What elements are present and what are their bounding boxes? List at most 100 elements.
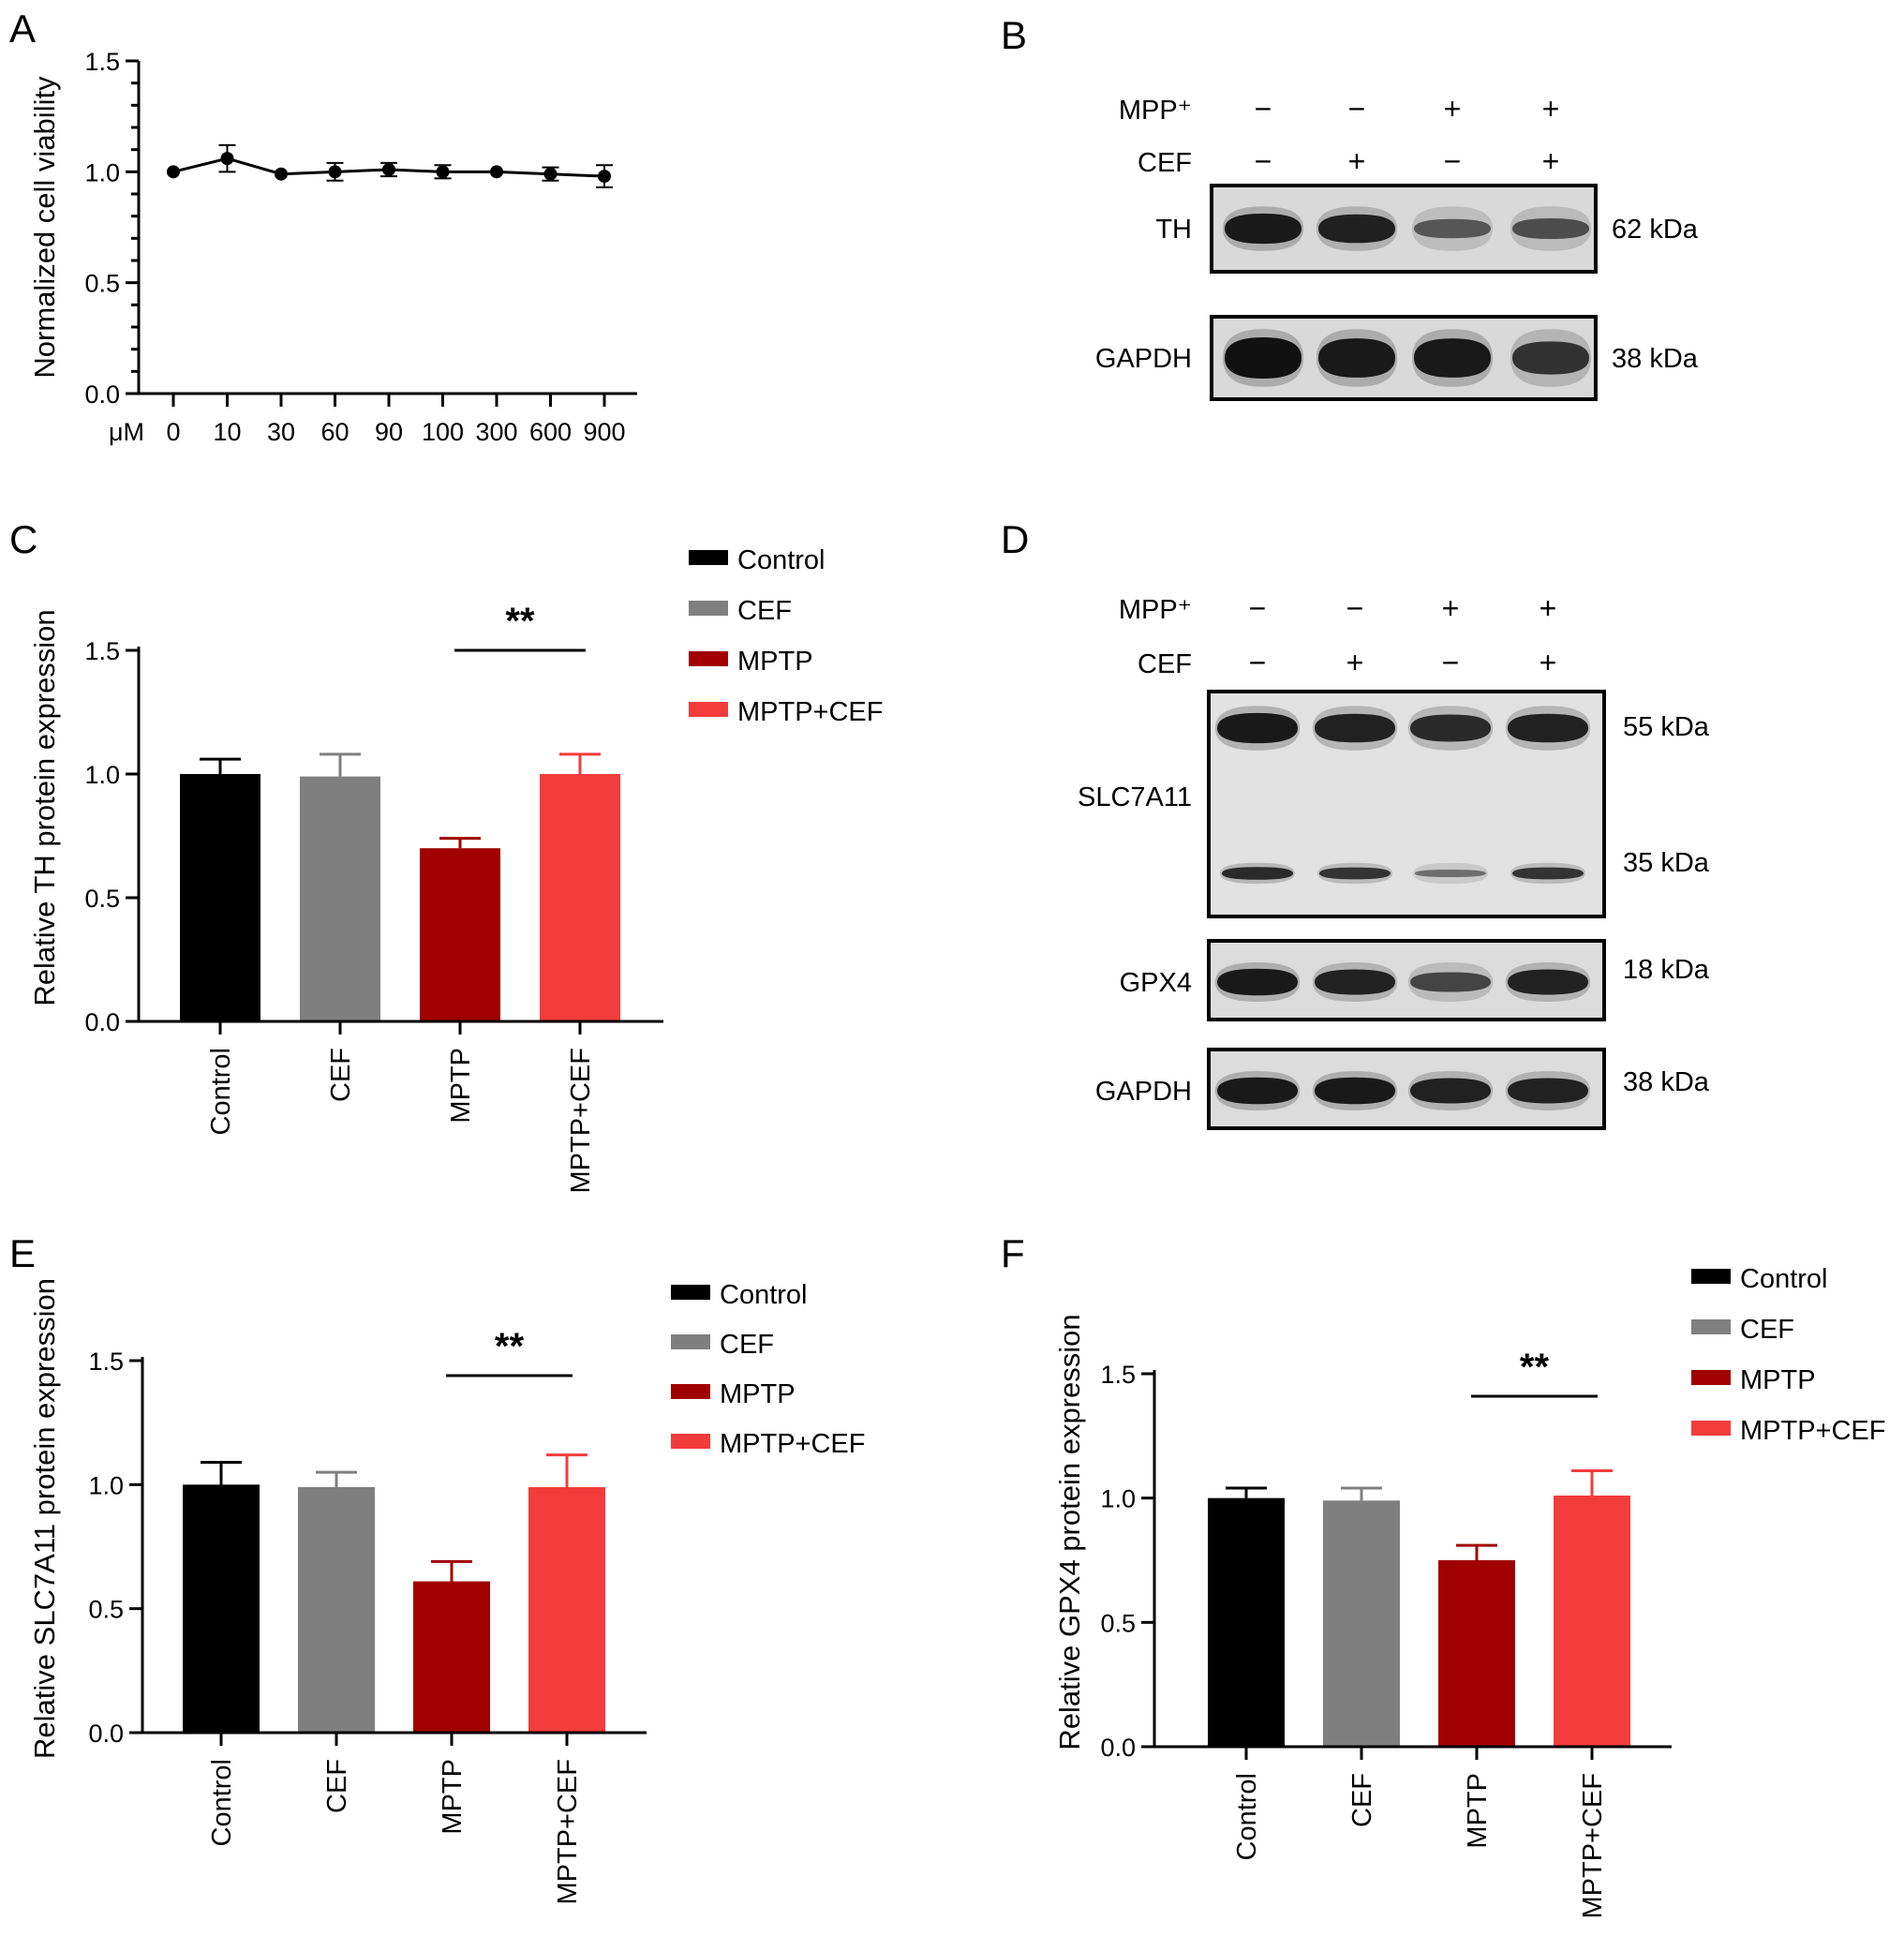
bar-mptp bbox=[420, 848, 500, 1021]
band bbox=[1225, 213, 1302, 245]
band bbox=[1414, 338, 1491, 378]
band bbox=[1410, 1078, 1491, 1104]
bar-cef bbox=[298, 1486, 375, 1733]
x-tick-label: 300 bbox=[475, 418, 517, 446]
band bbox=[1410, 714, 1491, 742]
cef-sign: − bbox=[1442, 646, 1460, 679]
x-tick-label: 90 bbox=[375, 418, 403, 446]
legend-label: MPTP bbox=[737, 647, 813, 677]
panel-letter-b: B bbox=[1001, 13, 1027, 57]
y-tick-label: 0.0 bbox=[1100, 1734, 1136, 1762]
bar-control bbox=[1208, 1497, 1285, 1747]
panel-a-line-chart: 0.0 0.5 1.0 1.5 0 10 30 60 90 100 300 600 900 μM Norma… bbox=[28, 48, 637, 446]
bar-control bbox=[183, 1484, 260, 1733]
legend-swatch bbox=[671, 1334, 710, 1349]
panel-c-bar-chart: 0.0 0.5 1.0 1.5 Control CEF MPTP MPTP+CEF Relati… bbox=[28, 545, 884, 1194]
y-tick-label: 1.5 bbox=[84, 48, 120, 76]
data-point bbox=[543, 167, 558, 181]
data-point bbox=[167, 165, 180, 179]
x-tick-label: 600 bbox=[529, 418, 572, 446]
legend-label: MPTP+CEF bbox=[1740, 1416, 1886, 1446]
band bbox=[1315, 1077, 1395, 1105]
y-tick-label: 1.5 bbox=[88, 1348, 124, 1376]
y-axis-label: Normalized cell viability bbox=[28, 76, 61, 379]
panel-d-western-blot: MPP⁺ CEF − − − + + − + + SLC7A11 55 kDa 35 kDa GPX4 18… bbox=[1078, 591, 1710, 1130]
y-tick-label: 0.0 bbox=[84, 1008, 120, 1036]
band bbox=[1512, 341, 1589, 375]
panel-f-bar-chart: 0.0 0.5 1.0 1.5 Control CEF MPTP MPTP+CEF Relati… bbox=[1053, 1264, 1886, 1919]
kda-label: 55 kDa bbox=[1623, 712, 1710, 742]
data-point bbox=[436, 165, 450, 179]
bar-cef bbox=[1323, 1500, 1400, 1747]
legend-swatch bbox=[671, 1384, 710, 1399]
significance-marker: ** bbox=[1520, 1347, 1550, 1388]
y-tick-label: 0.5 bbox=[88, 1596, 124, 1624]
band bbox=[1222, 867, 1293, 880]
band bbox=[1318, 214, 1395, 244]
bar-mptp-cef bbox=[540, 774, 620, 1021]
y-tick-label: 0.0 bbox=[88, 1720, 124, 1748]
bar-mptp bbox=[1438, 1560, 1515, 1747]
x-tick-label: Control bbox=[206, 1048, 236, 1136]
kda-label: 38 kDa bbox=[1612, 344, 1699, 374]
y-axis-label: Relative TH protein expression bbox=[28, 609, 61, 1005]
panel-letter-c: C bbox=[9, 517, 37, 561]
mpp-sign: − bbox=[1255, 92, 1272, 126]
x-tick-label: MPTP+CEF bbox=[566, 1048, 596, 1194]
x-tick-label: CEF bbox=[1347, 1773, 1377, 1827]
legend-label: CEF bbox=[1740, 1315, 1794, 1345]
legend-swatch bbox=[1691, 1319, 1731, 1334]
x-tick-label: 60 bbox=[320, 418, 349, 446]
blot-row-label: GPX4 bbox=[1120, 968, 1192, 998]
panel-e-bar-chart: 0.0 0.5 1.0 1.5 Control CEF MPTP MPTP+CEF Relati… bbox=[28, 1278, 866, 1904]
x-tick-label: 100 bbox=[422, 418, 464, 446]
y-tick-label: 1.5 bbox=[1100, 1361, 1136, 1389]
bar-mptp-cef bbox=[528, 1486, 605, 1733]
panel-letter-f: F bbox=[1001, 1231, 1025, 1275]
legend-swatch bbox=[671, 1285, 710, 1300]
legend-label: MPTP+CEF bbox=[737, 697, 884, 727]
x-tick-label: MPTP+CEF bbox=[1578, 1773, 1608, 1919]
mpp-sign: + bbox=[1542, 92, 1560, 126]
legend-label: Control bbox=[737, 545, 826, 575]
mpp-label: MPP⁺ bbox=[1119, 595, 1192, 625]
x-tick-label: MPTP bbox=[1463, 1773, 1493, 1849]
panel-letter-e: E bbox=[9, 1231, 36, 1275]
bar-mptp-cef bbox=[1554, 1496, 1630, 1747]
band bbox=[1315, 713, 1395, 743]
y-tick-label: 1.0 bbox=[88, 1471, 124, 1499]
cef-sign: − bbox=[1444, 144, 1462, 178]
legend-swatch bbox=[1691, 1421, 1731, 1436]
band bbox=[1508, 713, 1588, 743]
cef-label: CEF bbox=[1138, 649, 1192, 679]
data-point bbox=[275, 167, 288, 181]
legend-swatch bbox=[1691, 1370, 1731, 1385]
blot-row-label: GAPDH bbox=[1095, 1077, 1192, 1107]
x-unit-label: μM bbox=[109, 418, 144, 446]
y-axis-label: Relative GPX4 protein expression bbox=[1053, 1314, 1086, 1750]
blot-row-label: TH bbox=[1155, 215, 1192, 245]
bar-cef bbox=[300, 776, 380, 1021]
band bbox=[1508, 969, 1588, 995]
legend-swatch bbox=[689, 601, 728, 616]
legend-label: CEF bbox=[720, 1330, 774, 1360]
data-point bbox=[490, 165, 503, 179]
y-tick-label: 1.5 bbox=[84, 637, 120, 665]
band bbox=[1217, 712, 1298, 744]
band bbox=[1225, 337, 1302, 379]
legend-label: CEF bbox=[737, 596, 792, 626]
x-tick-label: MPTP+CEF bbox=[553, 1759, 583, 1905]
kda-label: 62 kDa bbox=[1612, 215, 1699, 245]
mpp-sign: − bbox=[1348, 92, 1366, 126]
data-point bbox=[598, 170, 611, 184]
legend-label: MPTP bbox=[1740, 1365, 1816, 1395]
legend-swatch bbox=[689, 651, 728, 666]
cef-sign: + bbox=[1348, 144, 1366, 178]
legend-swatch bbox=[1691, 1269, 1731, 1284]
band bbox=[1512, 217, 1589, 240]
blot-row-label: GAPDH bbox=[1095, 344, 1192, 374]
y-tick-label: 0.5 bbox=[1100, 1609, 1136, 1637]
legend-label: MPTP+CEF bbox=[720, 1429, 866, 1459]
cef-sign: + bbox=[1542, 144, 1560, 178]
